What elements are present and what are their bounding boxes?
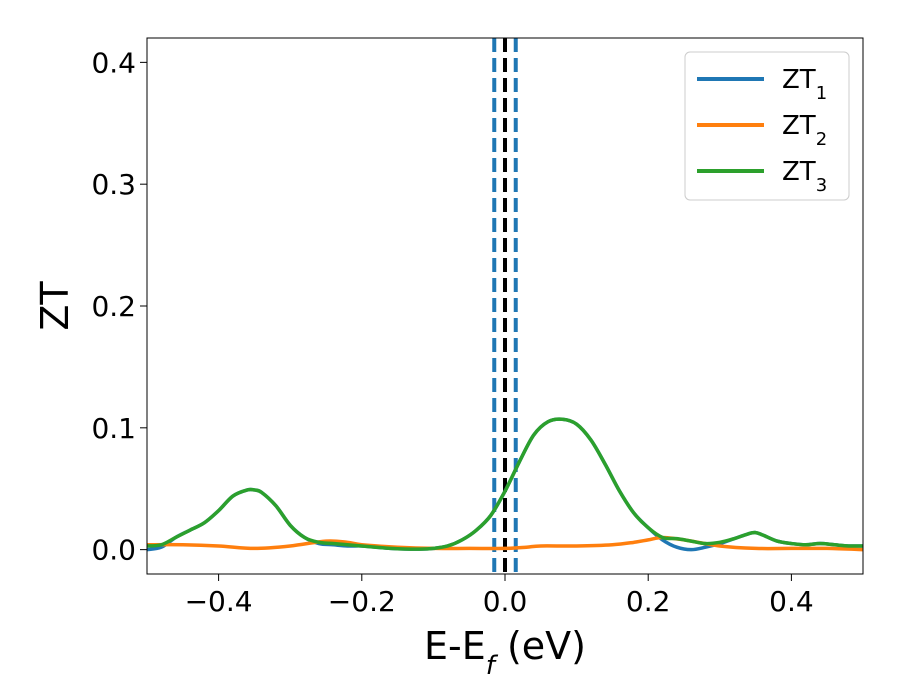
- vertical-reference-lines: [492, 38, 518, 574]
- x-tick-label: 0.0: [483, 585, 528, 618]
- y-tick-label: 0.4: [91, 46, 136, 79]
- legend-box: [684, 51, 850, 201]
- x-tick-label: −0.2: [328, 585, 396, 618]
- x-tick-label: 0.4: [769, 585, 814, 618]
- legend-label-2: ZT2: [782, 111, 827, 150]
- x-axis-title: E-Ef (eV): [424, 624, 586, 681]
- x-tick-label: 0.2: [626, 585, 671, 618]
- series-layer: [147, 417, 863, 552]
- legend-label-3: ZT3: [782, 157, 827, 196]
- x-tick-label: −0.4: [185, 585, 253, 618]
- y-tick-label: 0.3: [91, 168, 136, 201]
- series-line-2: [147, 535, 863, 552]
- y-tick-label: 0.2: [91, 290, 136, 323]
- y-axis-ticks: 0.0 0.1 0.2 0.3 0.4: [91, 46, 147, 567]
- legend: ZT1 ZT2 ZT3: [684, 51, 850, 201]
- y-tick-label: 0.0: [91, 534, 136, 567]
- x-axis-ticks: −0.4 −0.2 0.0 0.2 0.4: [185, 574, 814, 618]
- y-tick-label: 0.1: [91, 412, 136, 445]
- y-axis-title: ZT: [33, 281, 77, 331]
- series-line-3: [147, 417, 863, 551]
- legend-label-1: ZT1: [782, 65, 827, 104]
